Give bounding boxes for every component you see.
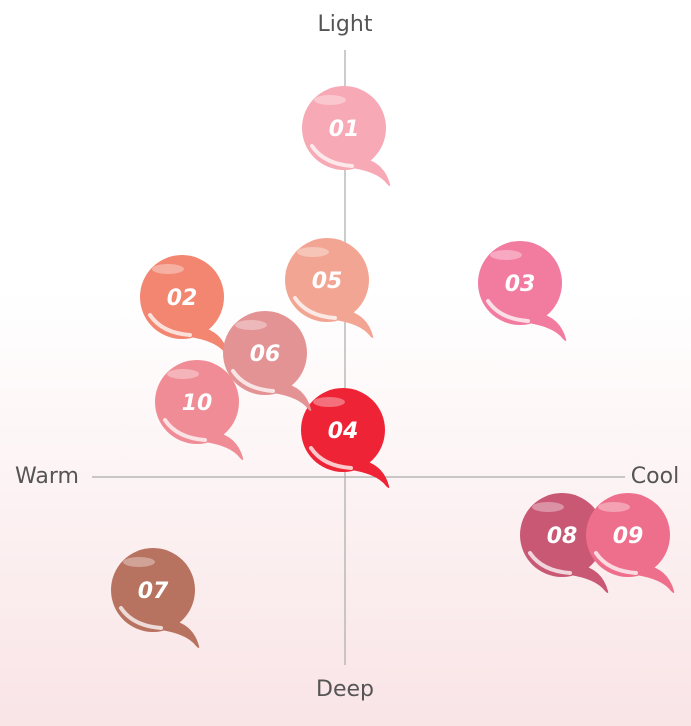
swatch-shine (297, 247, 329, 257)
swatch-shine (598, 502, 630, 512)
swatch-shine (313, 397, 345, 407)
swatch-label: 06 (250, 342, 281, 367)
swatch-label: 04 (328, 419, 359, 444)
swatch: 06 (223, 311, 312, 411)
swatch-highlight (231, 369, 275, 393)
swatch: 05 (285, 238, 374, 338)
axis-label-left: Warm (15, 464, 79, 489)
swatch-label: 05 (312, 269, 343, 294)
axis-label-bottom: Deep (316, 677, 374, 702)
swatch-label: 03 (505, 272, 536, 297)
swatch: 01 (302, 86, 391, 186)
swatch-label: 02 (167, 286, 198, 311)
swatch-highlight (293, 296, 337, 320)
swatch-body (302, 86, 386, 170)
swatch-label: 01 (329, 117, 360, 142)
swatch-body (285, 238, 369, 322)
swatch-highlight (148, 313, 192, 337)
swatch: 03 (478, 241, 567, 341)
axis-label-top: Light (318, 12, 373, 37)
swatch-shine (152, 264, 184, 274)
swatch: 09 (586, 493, 675, 593)
swatches: 01 02 03 04 05 06 07 08 09 10 (111, 86, 675, 648)
swatch-shine (532, 502, 564, 512)
swatch-highlight (309, 446, 353, 470)
swatch-label: 10 (182, 391, 213, 416)
swatch: 10 (155, 360, 244, 460)
swatch-body (111, 548, 195, 632)
swatch: 07 (111, 548, 200, 648)
swatch-body (586, 493, 670, 577)
swatch-shine (167, 369, 199, 379)
swatch-label: 08 (547, 524, 578, 549)
swatch-body (155, 360, 239, 444)
swatch-shine (235, 320, 267, 330)
swatch-shine (123, 557, 155, 567)
swatch-body (223, 311, 307, 395)
swatch-body (478, 241, 562, 325)
swatch-body (140, 255, 224, 339)
swatch-shine (314, 95, 346, 105)
swatch-label: 07 (138, 579, 169, 604)
swatch-body (520, 493, 604, 577)
swatch-highlight (486, 299, 530, 323)
swatch-label: 09 (613, 524, 644, 549)
swatch-highlight (163, 418, 207, 442)
swatch-highlight (594, 551, 638, 575)
swatch-highlight (119, 606, 163, 630)
swatch: 04 (301, 388, 390, 488)
swatch-body (301, 388, 385, 472)
swatch: 08 (520, 493, 609, 593)
swatch: 02 (140, 255, 229, 355)
swatch-highlight (528, 551, 572, 575)
swatch-highlight (310, 144, 354, 168)
axis-label-right: Cool (631, 464, 679, 489)
swatch-shine (490, 250, 522, 260)
